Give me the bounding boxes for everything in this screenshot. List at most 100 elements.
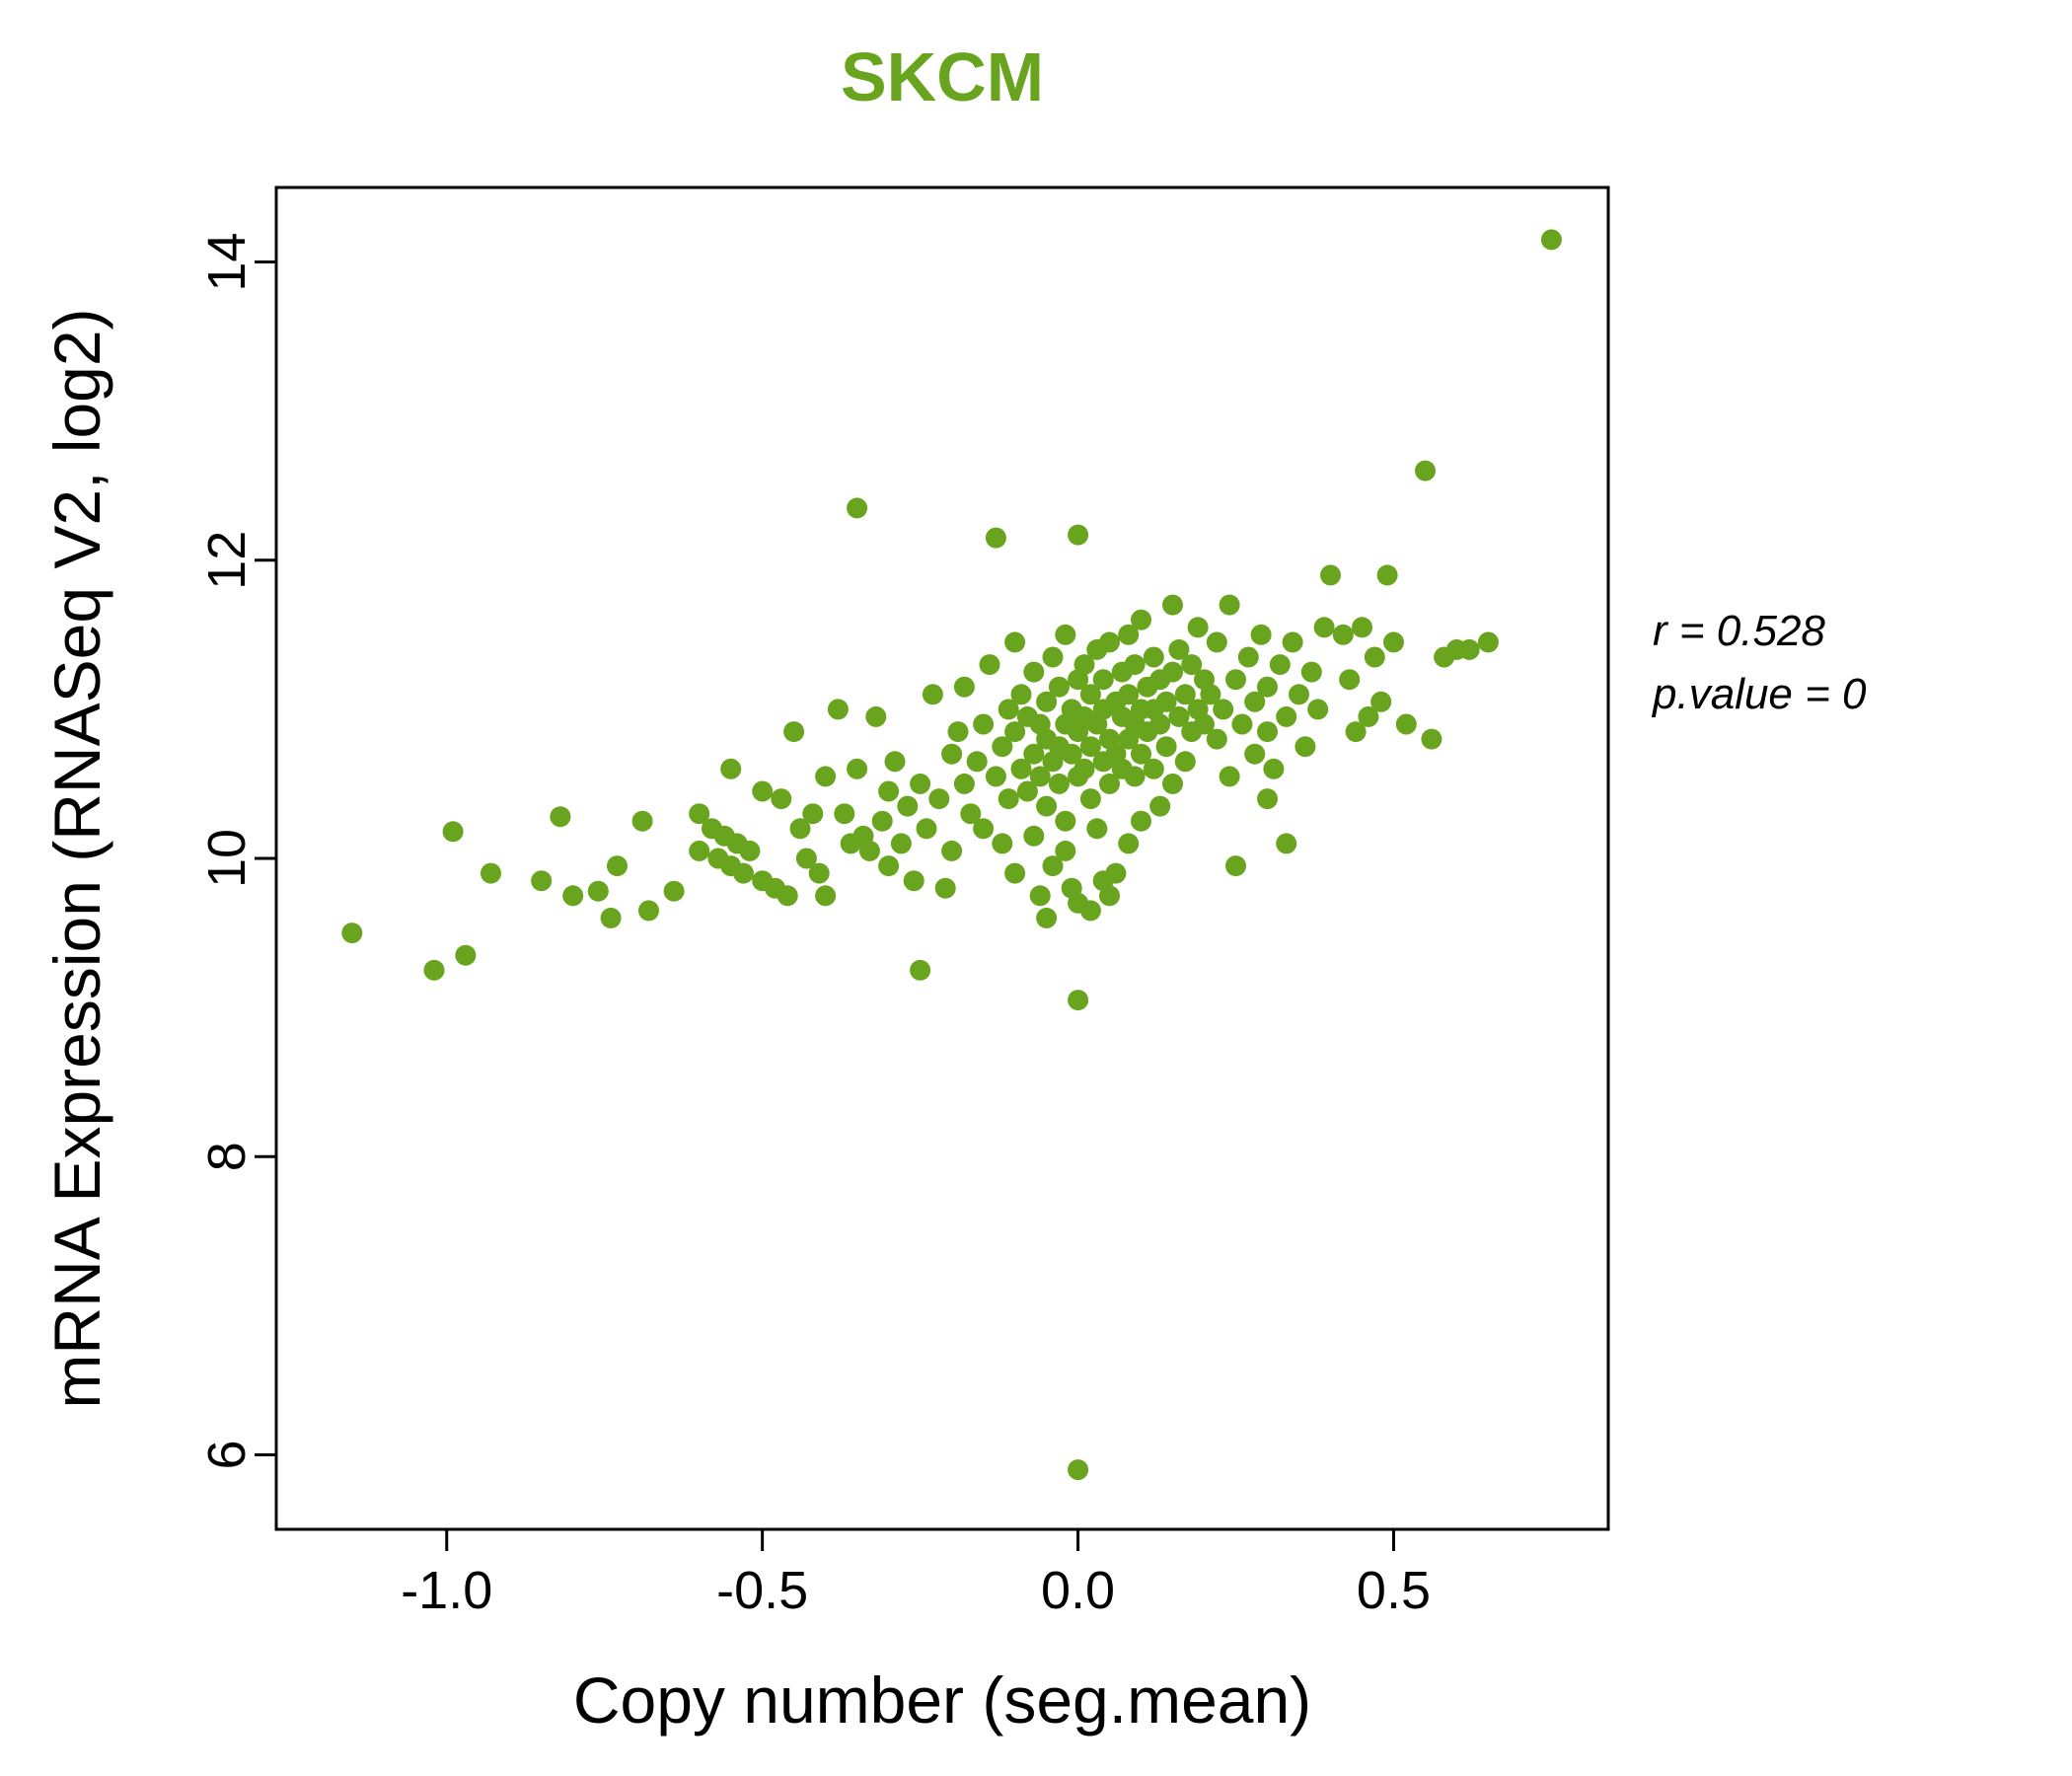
data-point — [947, 721, 969, 743]
data-point — [847, 758, 868, 779]
data-point — [1042, 646, 1064, 668]
data-point — [1395, 713, 1417, 735]
data-point — [998, 788, 1019, 810]
data-point — [1421, 728, 1443, 750]
data-point — [550, 806, 571, 828]
data-point — [897, 795, 919, 817]
data-point — [1099, 631, 1120, 653]
data-point — [531, 870, 553, 892]
data-point — [607, 855, 628, 877]
data-point — [953, 676, 975, 698]
data-point — [1099, 885, 1120, 907]
data-point — [1042, 855, 1064, 877]
data-point — [1124, 766, 1146, 787]
data-point — [1055, 624, 1076, 645]
data-point — [953, 773, 975, 794]
data-point — [1131, 810, 1151, 832]
data-point — [1200, 684, 1221, 705]
data-point — [1295, 736, 1316, 758]
data-point — [733, 862, 754, 884]
data-point — [1029, 766, 1051, 787]
data-point — [777, 885, 798, 907]
data-point — [1168, 638, 1190, 660]
data-point — [1143, 758, 1164, 779]
data-point — [1257, 676, 1278, 698]
data-point — [1004, 721, 1026, 743]
data-point — [985, 766, 1006, 787]
data-point — [1010, 758, 1032, 779]
data-point — [878, 780, 900, 802]
data-point — [1358, 705, 1379, 727]
data-point — [1149, 713, 1171, 735]
data-point — [587, 880, 609, 902]
y-axis-tick-label: 8 — [197, 1142, 257, 1171]
correlation-annotation: r = 0.528 p.value = 0 — [1653, 600, 1867, 726]
data-point — [1225, 669, 1246, 691]
data-point — [910, 959, 931, 981]
data-point — [890, 833, 912, 854]
data-point — [1174, 751, 1196, 773]
data-point — [689, 840, 710, 861]
data-point — [1048, 676, 1070, 698]
data-point — [1118, 684, 1140, 705]
data-point — [1073, 654, 1095, 676]
data-point — [1194, 713, 1215, 735]
data-point — [455, 944, 477, 966]
data-point — [663, 880, 685, 902]
data-point — [1016, 780, 1038, 802]
data-point — [1269, 654, 1291, 676]
data-point — [1004, 862, 1026, 884]
data-point — [1079, 900, 1101, 922]
data-point — [910, 773, 931, 794]
data-point — [631, 810, 653, 832]
data-point — [1313, 617, 1335, 638]
data-point — [1162, 773, 1183, 794]
plot-border — [274, 185, 1610, 1531]
data-point — [423, 959, 445, 981]
data-point — [1079, 788, 1101, 810]
data-point — [1383, 631, 1404, 653]
data-point — [771, 788, 792, 810]
data-point — [966, 751, 988, 773]
data-point — [1237, 646, 1259, 668]
data-point — [1458, 638, 1480, 660]
data-point — [689, 803, 710, 825]
data-point — [985, 527, 1006, 549]
data-point — [783, 721, 805, 743]
data-point — [1332, 624, 1354, 645]
data-point — [1086, 818, 1108, 840]
data-point — [752, 780, 774, 802]
data-point — [1244, 743, 1266, 765]
data-point — [341, 923, 363, 944]
x-axis-tick-label: 0.5 — [1357, 1561, 1431, 1620]
data-point — [1068, 1459, 1089, 1481]
data-point — [1162, 661, 1183, 683]
data-point — [992, 736, 1013, 758]
data-point — [973, 713, 995, 735]
data-point — [1004, 631, 1026, 653]
data-point — [600, 907, 622, 928]
x-axis-label: Copy number (seg.mean) — [572, 1664, 1312, 1737]
data-point — [1231, 713, 1253, 735]
data-point — [1105, 862, 1127, 884]
data-point — [941, 743, 963, 765]
data-point — [1099, 773, 1120, 794]
x-axis-tick-label: -1.0 — [401, 1561, 492, 1620]
data-point — [1257, 721, 1278, 743]
data-point — [973, 818, 995, 840]
data-point — [922, 684, 943, 705]
data-point — [1320, 564, 1341, 586]
data-point — [789, 818, 811, 840]
data-point — [847, 497, 868, 519]
data-point — [1155, 691, 1177, 712]
data-point — [1339, 669, 1361, 691]
data-point — [1376, 564, 1398, 586]
data-point — [1118, 624, 1140, 645]
data-point — [1300, 661, 1322, 683]
data-point — [1055, 810, 1076, 832]
y-axis-tick-label: 10 — [197, 829, 257, 888]
data-point — [1282, 631, 1303, 653]
data-point — [1370, 691, 1392, 712]
